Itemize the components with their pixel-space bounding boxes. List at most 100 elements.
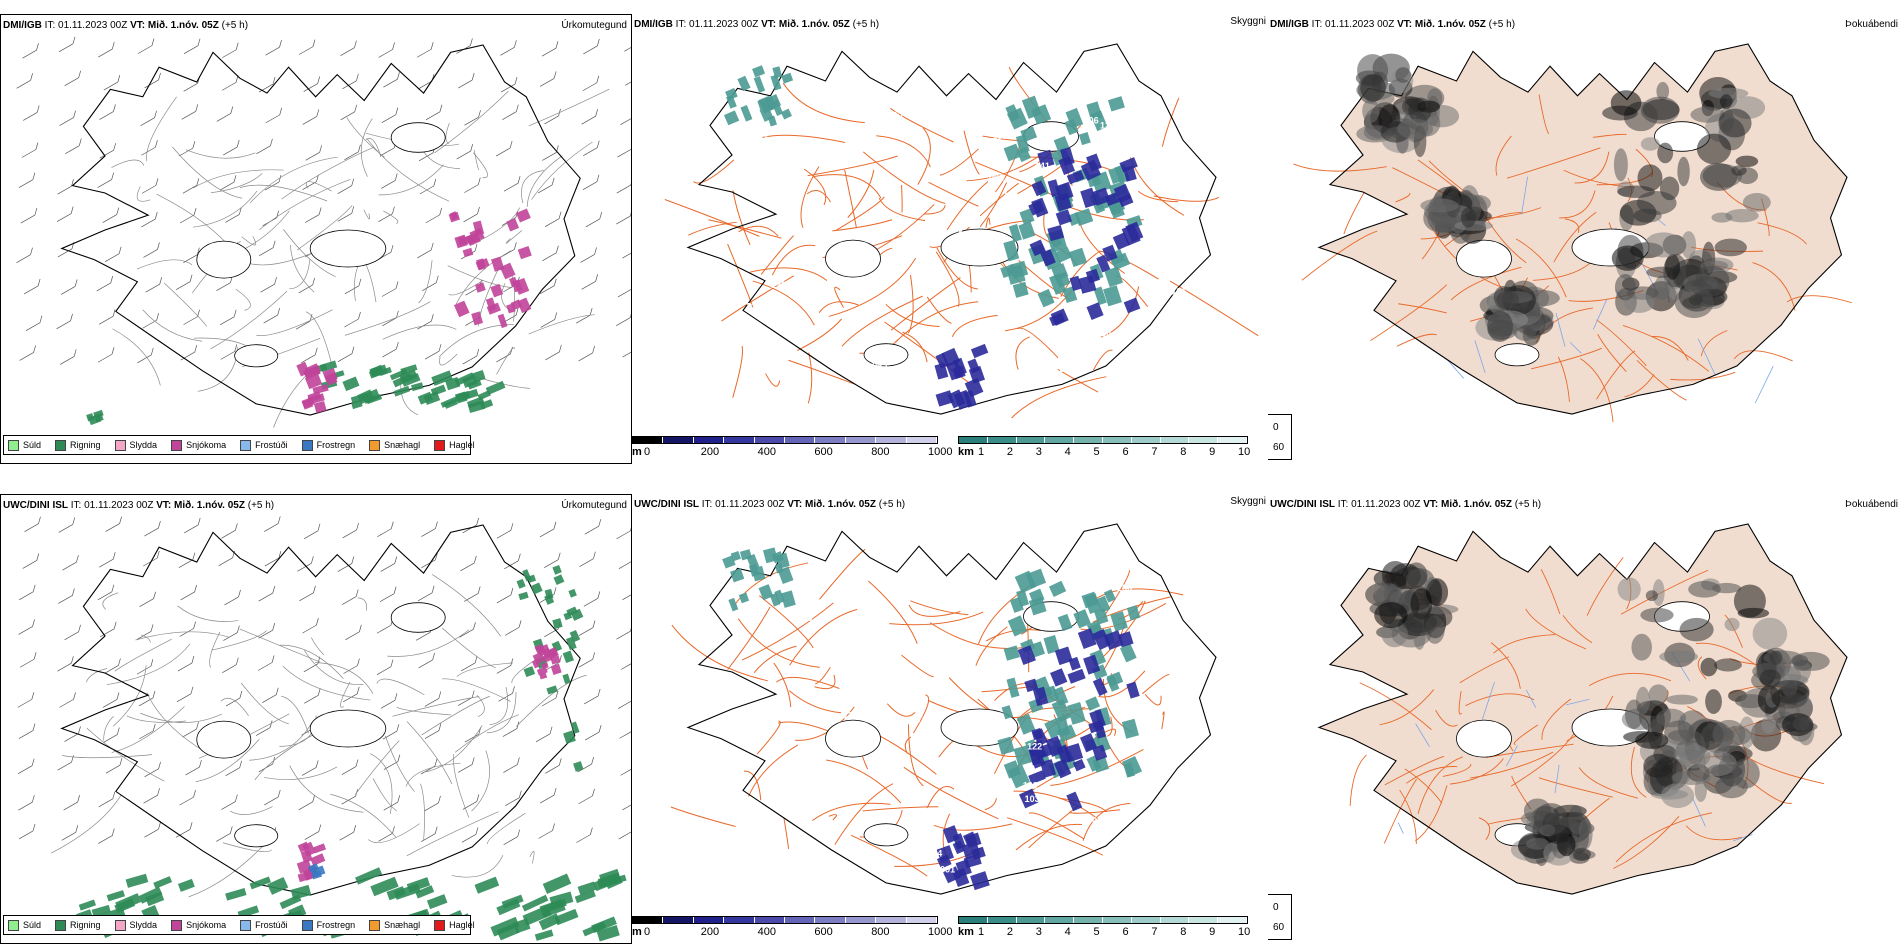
fog-map <box>1317 523 1848 895</box>
ceiling-value-labels: 149 125 142 562 136 190 160 141 249 106 129 142 237 1… <box>745 93 1187 393</box>
legend-item: Frostúði <box>240 439 288 451</box>
ceiling-value: 562 <box>804 297 819 307</box>
colorbar-bin <box>906 437 938 443</box>
legend-label: Slydda <box>129 920 158 930</box>
ceiling-value: 094 <box>774 315 789 325</box>
colorbar-bin <box>663 437 694 443</box>
ceiling-value: 071 <box>912 714 927 724</box>
colorbar-bin <box>693 437 725 443</box>
precip-legend: Súld Rigning Slydda Snjókoma Frostúði Frostre… <box>3 915 475 935</box>
legend-item: Haglél <box>434 439 475 451</box>
ceiling-value: 116 <box>754 135 769 145</box>
glacier-outline <box>1494 343 1540 367</box>
ceiling-value: 104 <box>1065 335 1080 345</box>
colorbar-tick-label: 7 <box>1151 446 1158 458</box>
colorbar-bin <box>1131 917 1161 923</box>
ceiling-visibility-map: 122 138 256 061 454 071 090 105 075 082 103 091 088 0… <box>670 523 1217 895</box>
colorbar-bin <box>959 917 988 923</box>
colorbar-unit: m <box>632 926 642 938</box>
legend-swatch <box>114 919 126 931</box>
colorbar-bin <box>724 437 755 443</box>
panel-label-ceiling: Skyggni <box>1230 16 1266 27</box>
colorbar-bin <box>633 917 664 923</box>
road-network <box>111 88 610 428</box>
ceiling-value: 141 <box>1035 161 1050 171</box>
ceiling-value: 249 <box>1073 93 1088 103</box>
fog-legend: 0 60 <box>1268 894 1292 940</box>
visibility-colorbar: km 1 2 3 4 5 6 7 8 9 10 <box>958 436 1250 458</box>
colorbar-tick-label: 5 <box>1093 446 1100 458</box>
glacier-outline <box>309 709 387 748</box>
rain-area <box>86 409 104 426</box>
ceiling-value: 103 <box>1025 794 1040 804</box>
colorbar-tick-label: 8 <box>1180 926 1187 938</box>
coastline <box>1317 43 1848 415</box>
legend-label: Snæhagl <box>384 440 421 450</box>
rain-area <box>312 360 506 414</box>
colorbar-bin <box>1102 917 1132 923</box>
colorbar-bin <box>754 437 786 443</box>
colorbar-bin <box>785 437 816 443</box>
low-ceiling-area <box>1017 628 1140 812</box>
colorbar-tick-label: 9 <box>1209 926 1216 938</box>
colorbar-tick-label: 2 <box>1006 926 1013 938</box>
colorbar-bin <box>876 917 907 923</box>
legend-swatch <box>240 919 252 931</box>
glacier-outline <box>825 239 881 278</box>
rain-area <box>516 564 584 772</box>
colorbar-tick-label: 9 <box>1209 446 1216 458</box>
colorbar-tick-label: 4 <box>1064 446 1071 458</box>
colorbar-unit: m <box>632 446 642 458</box>
ceiling-value: 048 <box>809 248 824 258</box>
legend-label: Slydda <box>129 440 158 450</box>
fog-indicator-panel-1: DMI/IGB IT: 01.11.2023 00Z VT: Mið. 1.nó… <box>1268 14 1900 464</box>
panel-title: DMI/IGB IT: 01.11.2023 00Z VT: Mið. 1.nó… <box>1270 19 1516 30</box>
ceiling-visibility-map: 149 125 142 562 136 190 160 141 249 106 129 142 237 1… <box>664 43 1259 419</box>
legend-item: Frostregn <box>301 919 355 931</box>
colorbar-bin <box>1074 917 1103 923</box>
legend-swatch <box>8 439 19 451</box>
glacier-outline <box>863 823 909 847</box>
snow-area <box>296 361 338 414</box>
legend-swatch <box>8 919 19 931</box>
colorbar-bin <box>1160 437 1190 443</box>
ceiling-value: 061 <box>958 645 973 655</box>
colorbar-bin <box>1218 917 1247 923</box>
panel-label-precip-type: Úrkomutegund <box>561 20 627 31</box>
panel-title: DMI/IGB IT: 01.11.2023 00Z VT: Mið. 1.nó… <box>634 19 880 30</box>
colorbar-bin <box>815 437 846 443</box>
coastline <box>60 524 581 896</box>
ceiling-value: 131 <box>1171 287 1186 297</box>
precip-type-panel-1: DMI/IGB IT: 01.11.2023 00Z VT: Mið. 1.nó… <box>0 14 632 464</box>
colorbar-bin <box>1189 437 1219 443</box>
colorbar-bin <box>693 917 725 923</box>
colorbar-tick-label: 2 <box>1006 446 1013 458</box>
visibility-colorbar: km 1 2 3 4 5 6 7 8 9 10 <box>958 916 1250 938</box>
legend-swatch <box>434 439 446 451</box>
fog-legend-label: 60 <box>1273 922 1285 933</box>
colorbar-tick-label: 600 <box>814 926 833 938</box>
ceiling-value: 237 <box>917 382 932 392</box>
colorbar-tick-label: 7 <box>1151 926 1158 938</box>
snow-area <box>296 841 327 883</box>
freezing-rain-area <box>308 863 326 880</box>
glacier-outline <box>196 240 252 279</box>
colorbar-bin <box>754 917 786 923</box>
glacier-outline <box>390 602 446 633</box>
glacier-outline <box>390 122 446 153</box>
wind-barbs <box>17 516 631 845</box>
legend-item: Rigning <box>55 919 101 931</box>
legend-item: Súld <box>8 439 41 451</box>
ceiling-value: 333 <box>746 301 761 311</box>
colorbar-bin <box>906 917 938 923</box>
ceiling-value: 075 <box>803 774 818 784</box>
ceiling-value: 105 <box>1103 564 1118 574</box>
coastline <box>60 44 581 416</box>
ceiling-value-labels: 122 138 256 061 454 071 090 105 075 082 103 091 088 0… <box>797 564 1200 875</box>
colorbar-tick-label: 400 <box>757 926 776 938</box>
legend-item: Slydda <box>114 439 158 451</box>
legend-label: Snjókoma <box>186 920 227 930</box>
legend-item: Súld <box>8 919 41 931</box>
colorbar-bin <box>1074 437 1103 443</box>
ceiling-value: 090 <box>1186 718 1201 728</box>
